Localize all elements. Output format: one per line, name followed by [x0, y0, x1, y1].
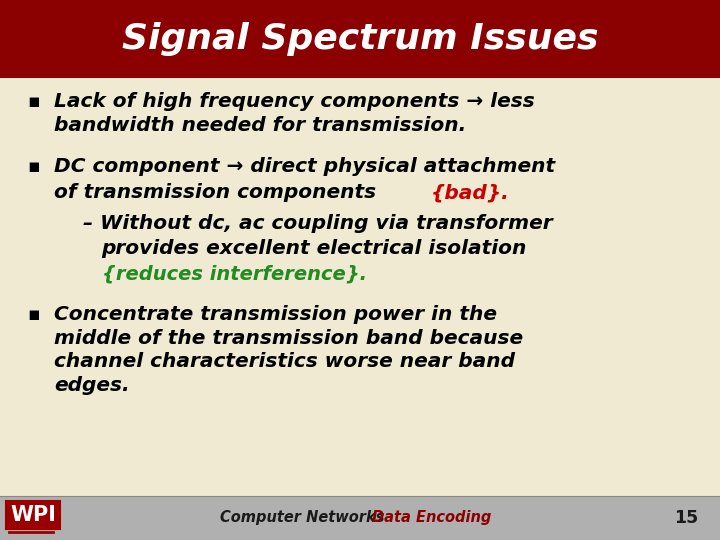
Text: Lack of high frequency components → less
bandwidth needed for transmission.: Lack of high frequency components → less… — [54, 92, 535, 134]
FancyBboxPatch shape — [0, 496, 720, 540]
Text: WPI: WPI — [10, 505, 56, 525]
FancyBboxPatch shape — [0, 0, 720, 78]
Text: ▪: ▪ — [27, 92, 40, 111]
Text: {bad}.: {bad}. — [431, 184, 509, 202]
Text: – Without dc, ac coupling via transformer: – Without dc, ac coupling via transforme… — [83, 214, 552, 233]
Text: 15: 15 — [674, 509, 698, 527]
Text: provides excellent electrical isolation: provides excellent electrical isolation — [102, 239, 527, 258]
Text: ▪: ▪ — [27, 157, 40, 176]
Text: Data Encoding: Data Encoding — [372, 510, 492, 525]
Text: Signal Spectrum Issues: Signal Spectrum Issues — [122, 22, 598, 56]
Text: Computer Networks: Computer Networks — [220, 510, 384, 525]
Text: Concentrate transmission power in the
middle of the transmission band because
ch: Concentrate transmission power in the mi… — [54, 305, 523, 395]
Text: ▪: ▪ — [27, 305, 40, 324]
Text: {reduces interference}.: {reduces interference}. — [102, 265, 366, 284]
Text: of transmission components: of transmission components — [54, 184, 383, 202]
Text: DC component → direct physical attachment: DC component → direct physical attachmen… — [54, 157, 555, 176]
